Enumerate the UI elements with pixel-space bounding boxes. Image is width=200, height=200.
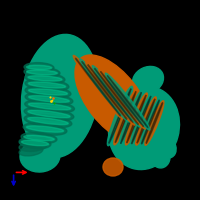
Ellipse shape (29, 89, 67, 95)
Ellipse shape (140, 98, 161, 146)
Ellipse shape (73, 55, 123, 119)
Ellipse shape (29, 96, 69, 102)
Ellipse shape (24, 67, 60, 78)
Ellipse shape (25, 86, 71, 98)
Ellipse shape (127, 95, 146, 143)
Ellipse shape (21, 132, 57, 144)
Ellipse shape (86, 62, 135, 125)
Ellipse shape (21, 34, 99, 158)
Ellipse shape (19, 137, 51, 149)
Ellipse shape (27, 70, 57, 75)
Ellipse shape (88, 65, 133, 123)
Ellipse shape (19, 141, 47, 151)
Ellipse shape (28, 82, 66, 88)
Ellipse shape (28, 117, 68, 125)
Ellipse shape (75, 58, 121, 116)
Ellipse shape (137, 99, 155, 143)
Ellipse shape (25, 93, 73, 105)
Ellipse shape (20, 137, 50, 147)
Ellipse shape (146, 103, 163, 143)
Ellipse shape (125, 93, 147, 145)
Ellipse shape (28, 76, 62, 81)
Ellipse shape (23, 123, 67, 135)
Ellipse shape (115, 91, 136, 143)
Ellipse shape (105, 73, 150, 130)
Ellipse shape (25, 100, 74, 113)
Ellipse shape (24, 135, 54, 141)
Ellipse shape (119, 90, 143, 146)
Ellipse shape (20, 140, 60, 172)
Ellipse shape (136, 97, 156, 145)
Ellipse shape (28, 103, 71, 110)
Ellipse shape (25, 73, 65, 84)
Ellipse shape (26, 65, 52, 69)
Ellipse shape (107, 86, 133, 146)
Ellipse shape (141, 100, 159, 144)
Ellipse shape (94, 68, 138, 125)
Ellipse shape (132, 96, 151, 144)
Ellipse shape (150, 144, 170, 168)
Ellipse shape (75, 55, 151, 143)
Ellipse shape (24, 114, 72, 128)
Ellipse shape (26, 126, 64, 132)
Ellipse shape (19, 146, 43, 156)
Ellipse shape (107, 75, 148, 128)
Ellipse shape (80, 59, 129, 122)
Ellipse shape (25, 79, 69, 91)
Ellipse shape (98, 69, 146, 129)
Ellipse shape (103, 158, 123, 176)
Ellipse shape (24, 63, 54, 72)
Ellipse shape (24, 107, 74, 121)
Ellipse shape (28, 110, 70, 118)
Ellipse shape (108, 86, 180, 170)
Ellipse shape (130, 94, 152, 146)
Ellipse shape (21, 140, 49, 146)
Ellipse shape (121, 92, 141, 144)
Ellipse shape (114, 89, 137, 145)
Ellipse shape (92, 66, 141, 127)
Ellipse shape (160, 138, 176, 158)
Ellipse shape (82, 61, 127, 119)
Ellipse shape (100, 71, 144, 127)
Ellipse shape (145, 101, 164, 145)
Ellipse shape (109, 89, 131, 143)
Ellipse shape (132, 66, 164, 94)
